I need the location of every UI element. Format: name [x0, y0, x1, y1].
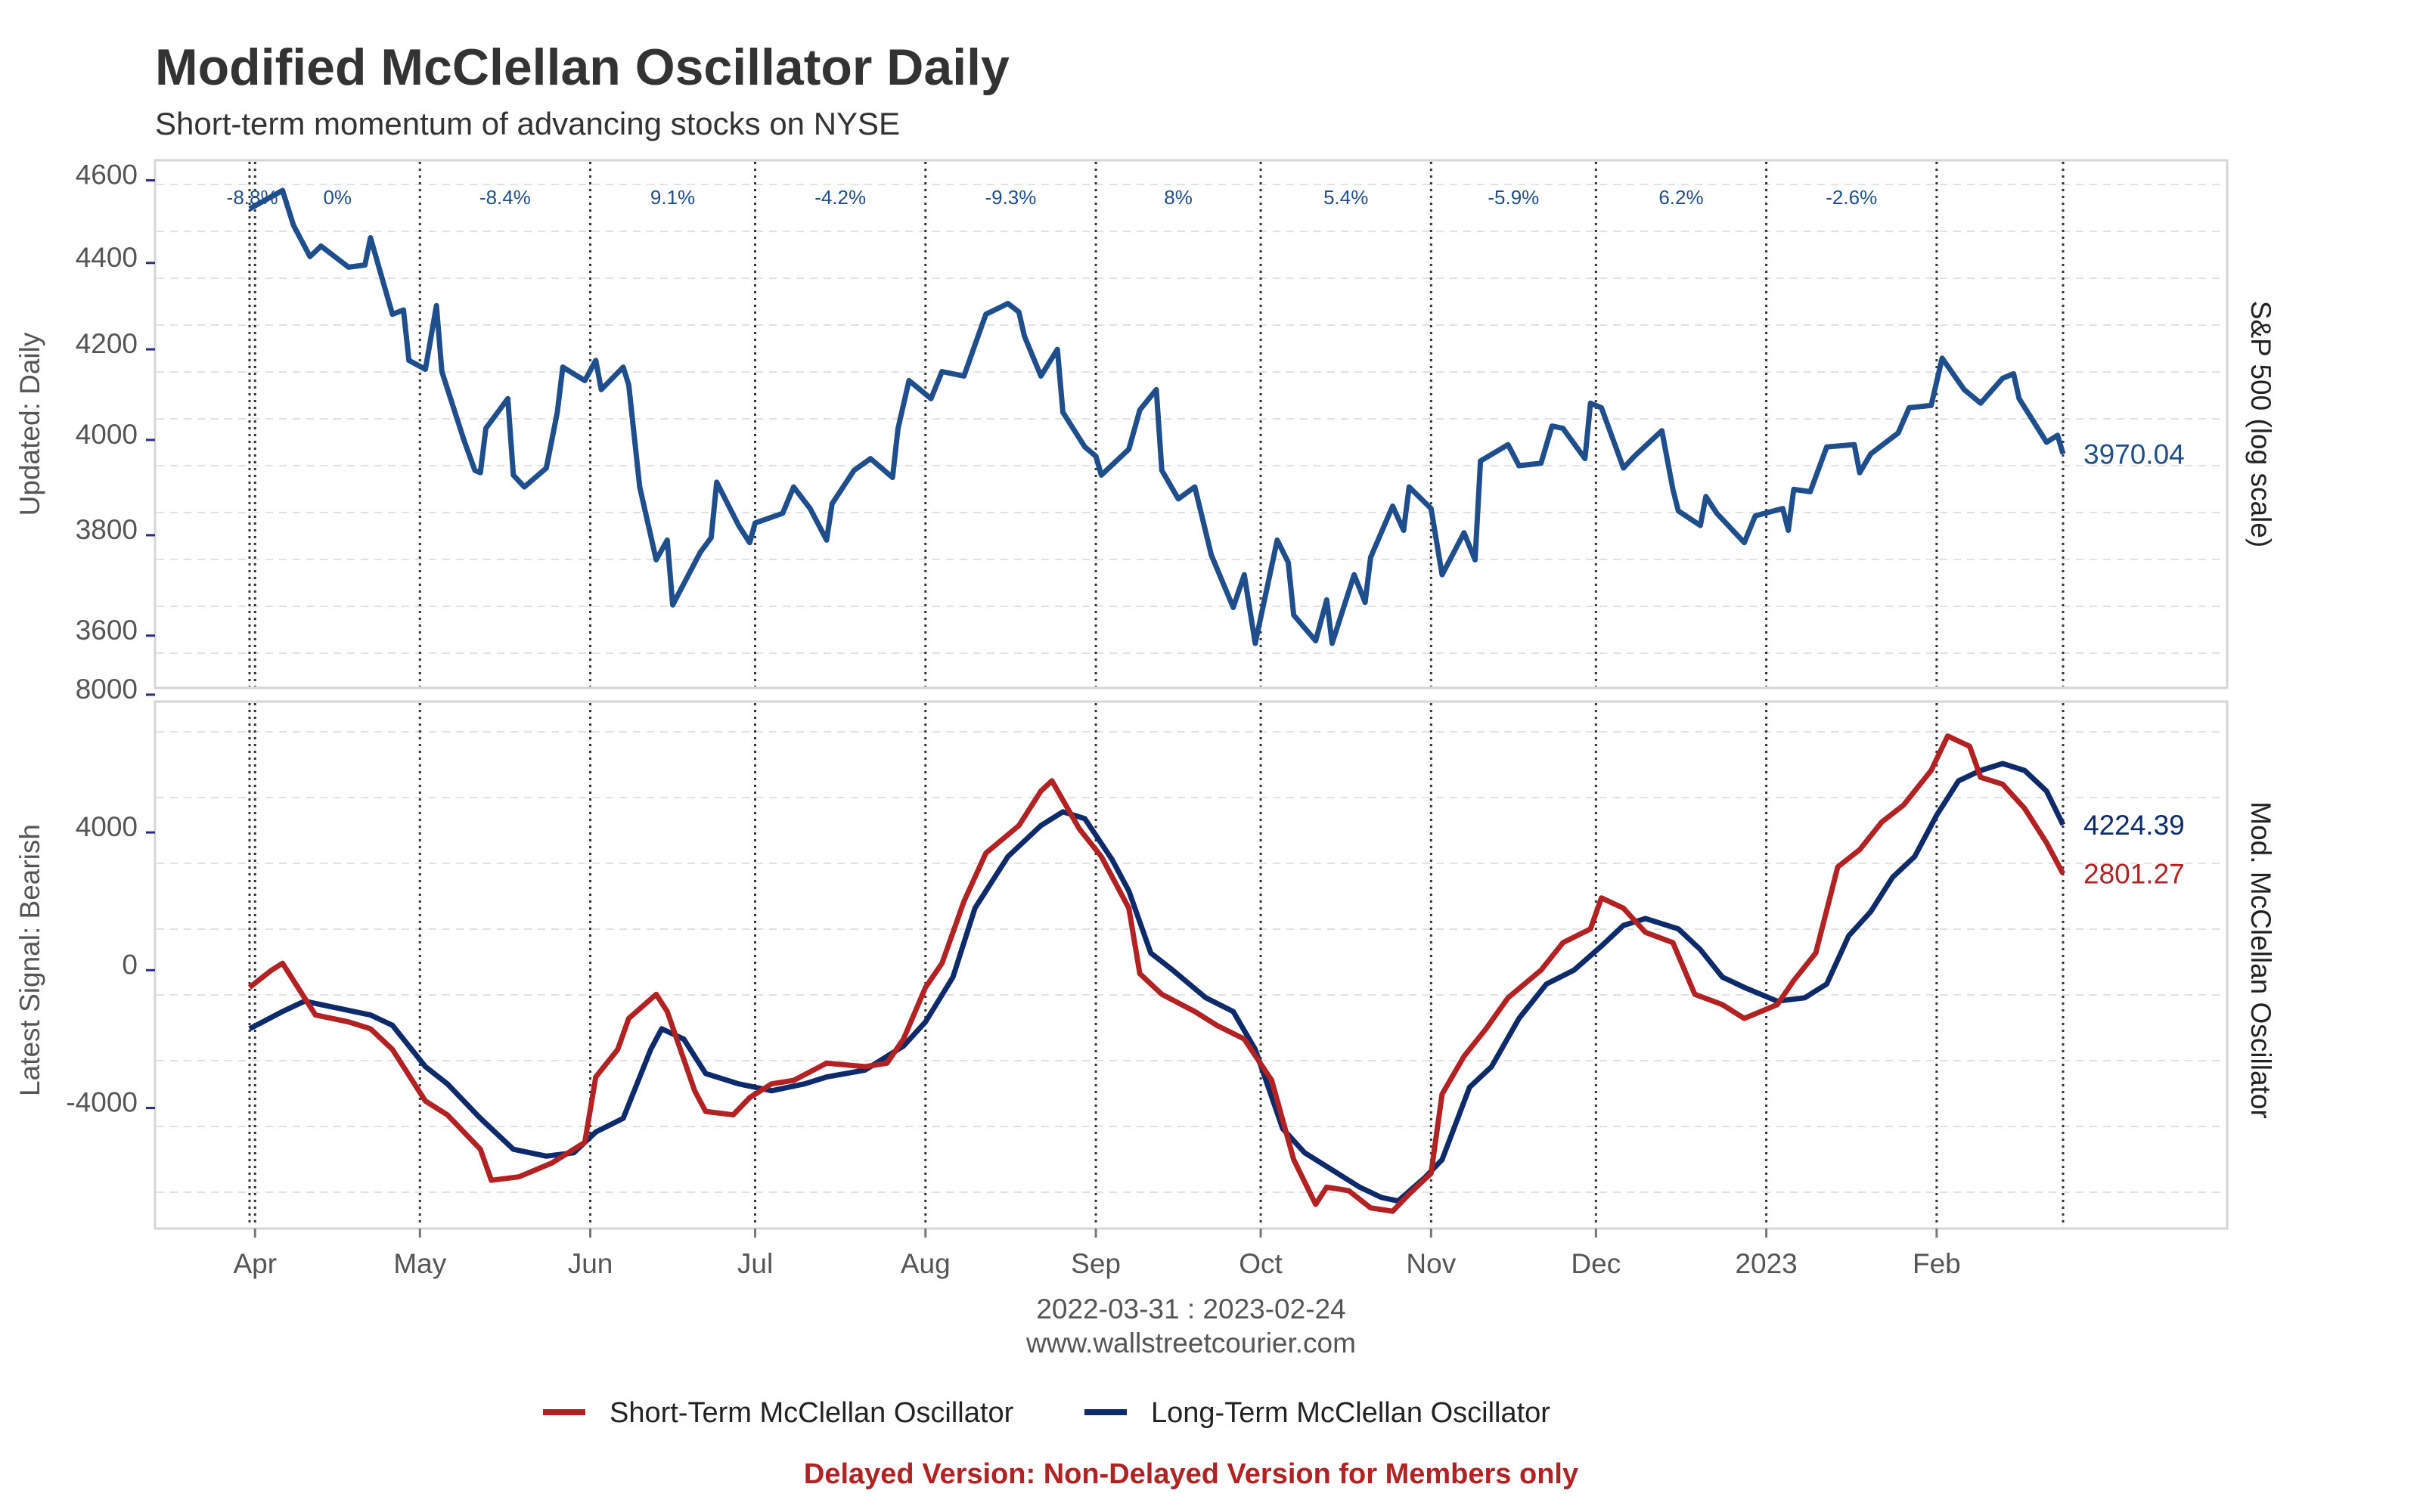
oscillator-y-ticks: 8000 4000 0 -4000: [66, 674, 155, 1118]
monthly-change-label: 9.1%: [650, 186, 695, 209]
oscillator-y-tick-label: 4000: [76, 811, 138, 842]
oscillator-y-tick-label: 8000: [76, 674, 138, 705]
oscillator-panel-border: [154, 700, 2229, 1230]
sp500-y-tick-label: 4400: [76, 242, 138, 273]
monthly-change-label: 8%: [1164, 186, 1193, 209]
chart-subtitle: Short-term momentum of advancing stocks …: [155, 106, 900, 141]
source-caption: www.wallstreetcourier.com: [1025, 1328, 1356, 1359]
x-tick-label: Dec: [1571, 1248, 1621, 1279]
short-term-last-value: 2801.27: [2083, 859, 2185, 890]
oscillator-y-tick-label: 0: [122, 949, 138, 980]
legend: Short-Term McClellan Oscillator Long-Ter…: [543, 1397, 1550, 1429]
sp500-panel-border: [154, 159, 2229, 689]
x-tick-label: 2023: [1735, 1248, 1797, 1279]
sp500-last-value: 3970.04: [2083, 438, 2185, 469]
x-tick-label: Apr: [233, 1248, 277, 1279]
monthly-change-label: 0%: [323, 186, 352, 209]
x-axis-ticks: Apr May Jun Jul Aug Sep Oct Nov Dec 2023 Feb: [233, 1228, 1961, 1279]
sp500-y-ticks: 4600 4400 4200 4000 3800 3600: [76, 160, 155, 646]
x-tick-label: Feb: [1913, 1248, 1961, 1279]
monthly-change-label: 6.2%: [1658, 186, 1703, 209]
sp500-y-tick-label: 3800: [76, 514, 138, 545]
x-tick-label: Jun: [568, 1248, 613, 1279]
oscillator-y-tick-label: -4000: [66, 1087, 138, 1118]
monthly-change-label: -9.3%: [985, 186, 1036, 209]
monthly-change-label: -2.6%: [1826, 186, 1877, 209]
monthly-change-label: -5.9%: [1488, 186, 1539, 209]
sp500-line: [248, 187, 2066, 646]
sp500-y-tick-label: 4000: [76, 419, 138, 450]
legend-label-short-term: Short-Term McClellan Oscillator: [610, 1397, 1014, 1429]
delayed-version-notice: Delayed Version: Non-Delayed Version for…: [804, 1458, 1578, 1490]
sp500-side-label: Updated: Daily: [14, 332, 45, 516]
short-term-oscillator-line: [247, 733, 2066, 1214]
x-tick-label: May: [393, 1248, 446, 1279]
oscillator-axis-title: Mod. McClellan Oscillator: [2245, 801, 2276, 1118]
x-tick-label: Aug: [901, 1248, 951, 1279]
monthly-change-label: -4.2%: [814, 186, 866, 209]
oscillator-month-separators: [248, 703, 2065, 1227]
sp500-month-separators: [248, 162, 2065, 686]
monthly-change-label: -8.4%: [479, 186, 531, 209]
x-tick-label: Jul: [737, 1248, 773, 1279]
x-tick-label: Nov: [1406, 1248, 1456, 1279]
monthly-change-label: 5.4%: [1323, 186, 1368, 209]
chart-title: Modified McClellan Oscillator Daily: [155, 39, 1010, 96]
x-tick-label: Oct: [1239, 1248, 1283, 1279]
date-range-caption: 2022-03-31 : 2023-02-24: [1036, 1294, 1345, 1325]
x-tick-label: Sep: [1071, 1248, 1121, 1279]
sp500-y-tick-label: 4200: [76, 328, 138, 359]
sp500-panel: -8.8% 0% -8.4% 9.1% -4.2% -9.3% 8% 5.4% -5.9% 6.2…: [14, 159, 2276, 689]
long-term-oscillator-line: [248, 761, 2066, 1204]
sp500-y-tick-label: 3600: [76, 615, 138, 646]
legend-label-long-term: Long-Term McClellan Oscillator: [1151, 1397, 1550, 1429]
monthly-change-labels: -8.8% 0% -8.4% 9.1% -4.2% -9.3% 8% 5.4% -5.9% 6.2…: [227, 186, 1878, 209]
long-term-last-value: 4224.39: [2083, 810, 2185, 841]
sp500-axis-title: S&P 500 (log scale): [2245, 301, 2276, 547]
oscillator-panel: 8000 4000 0 -4000 4224.39 2801.27 Latest Si…: [14, 674, 2276, 1230]
sp500-y-tick-label: 4600: [76, 160, 138, 191]
oscillator-side-label: Latest Signal: Bearish: [14, 824, 45, 1096]
